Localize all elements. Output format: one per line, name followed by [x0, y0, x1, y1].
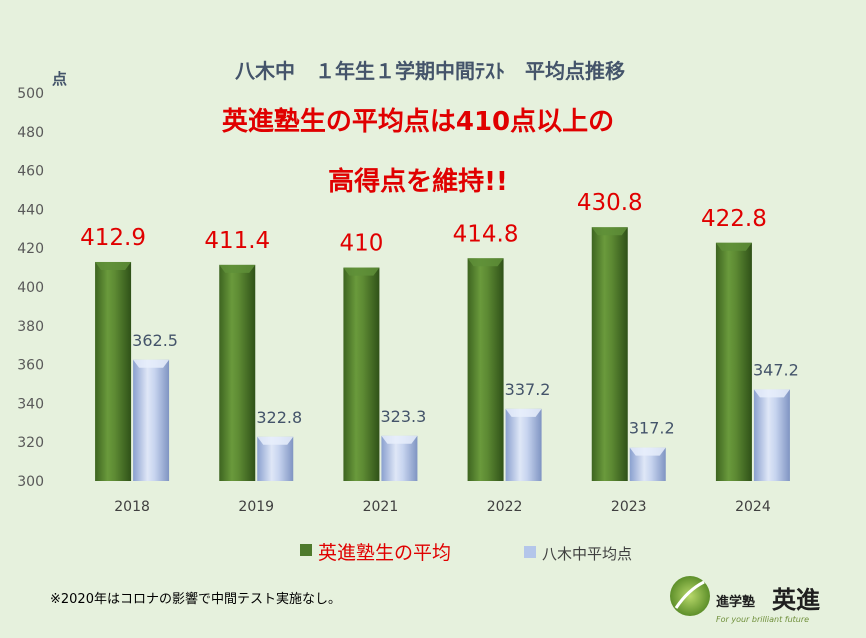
bar-school-2024: [753, 389, 790, 481]
data-label-school-2022: 337.2: [505, 380, 551, 399]
bar-juku-2023: [591, 227, 628, 481]
bar-bevel-juku-2021: [343, 267, 380, 276]
y-axis-unit-label: 点: [52, 70, 67, 88]
legend: 英進塾生の平均 八木中平均点: [300, 542, 632, 564]
legend-label-juku: 英進塾生の平均: [318, 542, 451, 564]
bar-bevel-juku-2024: [715, 242, 752, 251]
bar-bevel-juku-2018: [95, 261, 132, 270]
bar-bevel-juku-2023: [591, 227, 628, 236]
data-label-juku-2021: 410: [339, 231, 383, 257]
chart-title: 八木中 １年生１学期中間ﾃｽﾄ 平均点推移: [235, 59, 625, 83]
bar-bevel-school-2024: [753, 389, 790, 398]
data-label-school-2019: 322.8: [256, 408, 302, 427]
y-tick-label: 400: [17, 280, 44, 296]
logo-swoosh-icon: [674, 580, 705, 609]
bar-school-2018: [133, 359, 170, 481]
x-tick-label: 2022: [487, 499, 523, 515]
data-label-juku-2018: 412.9: [80, 225, 146, 251]
bar-bevel-school-2018: [133, 359, 170, 368]
bar-bevel-school-2021: [381, 435, 418, 444]
bar-bevel-school-2023: [629, 447, 666, 456]
bar-bevel-school-2019: [257, 436, 294, 445]
data-label-school-2023: 317.2: [629, 419, 675, 438]
bar-juku-2019: [219, 264, 256, 481]
bar-bevel-juku-2019: [219, 264, 256, 273]
x-tick-label: 2021: [363, 499, 399, 515]
logo-big-text: 英進: [772, 585, 820, 614]
bar-juku-2024: [715, 242, 752, 481]
headline-line-1: 英進塾生の平均点は410点以上の: [222, 106, 614, 137]
data-label-juku-2024: 422.8: [701, 206, 767, 232]
data-label-school-2021: 323.3: [381, 407, 427, 426]
x-tick-label: 2018: [114, 499, 150, 515]
x-axis-labels: 2018 2019 2021 2022 2023 2024: [114, 499, 771, 515]
bar-juku-2021: [343, 267, 380, 481]
data-label-school-2024: 347.2: [753, 360, 799, 379]
y-tick-label: 340: [17, 396, 44, 412]
x-tick-label: 2023: [611, 499, 647, 515]
data-label-school-2018: 362.5: [132, 331, 178, 350]
y-tick-label: 500: [17, 86, 44, 102]
bar-juku-2018: [95, 261, 132, 481]
y-tick-label: 440: [17, 202, 44, 218]
data-label-juku-2023: 430.8: [577, 190, 643, 216]
legend-swatch-juku: [300, 544, 312, 556]
bar-bevel-juku-2022: [467, 258, 504, 267]
logo-mark-icon: [670, 576, 710, 616]
logo-small-text: 進学塾: [716, 594, 755, 610]
footnote: ※2020年はコロナの影響で中間テスト実施なし。: [50, 591, 341, 607]
data-label-juku-2022: 414.8: [453, 221, 519, 247]
y-tick-label: 420: [17, 241, 44, 257]
headline-line-2: 高得点を維持!!: [328, 166, 508, 197]
data-labels: 412.9 362.5 411.4 322.8 410 323.3 414.8 337.2 43…: [80, 190, 799, 437]
y-tick-label: 380: [17, 319, 44, 335]
legend-swatch-school: [524, 546, 536, 558]
bar-bevel-school-2022: [505, 408, 542, 417]
x-tick-label: 2024: [735, 499, 771, 515]
y-tick-label: 480: [17, 125, 44, 141]
bar-juku-2022: [467, 258, 504, 481]
x-tick-label: 2019: [238, 499, 274, 515]
logo: 進学塾 英進 For your brilliant future: [670, 576, 820, 624]
y-axis-ticks: 300 320 340 360 380 400 420 440 460 480 500: [17, 86, 44, 490]
y-tick-label: 460: [17, 164, 44, 180]
logo-tagline: For your brilliant future: [716, 615, 809, 624]
legend-label-school: 八木中平均点: [542, 545, 632, 563]
bar-series: [95, 227, 790, 481]
y-tick-label: 300: [17, 474, 44, 490]
bar-school-2022: [505, 408, 542, 481]
y-tick-label: 360: [17, 358, 44, 374]
data-label-juku-2019: 411.4: [204, 228, 270, 254]
y-tick-label: 320: [17, 435, 44, 451]
